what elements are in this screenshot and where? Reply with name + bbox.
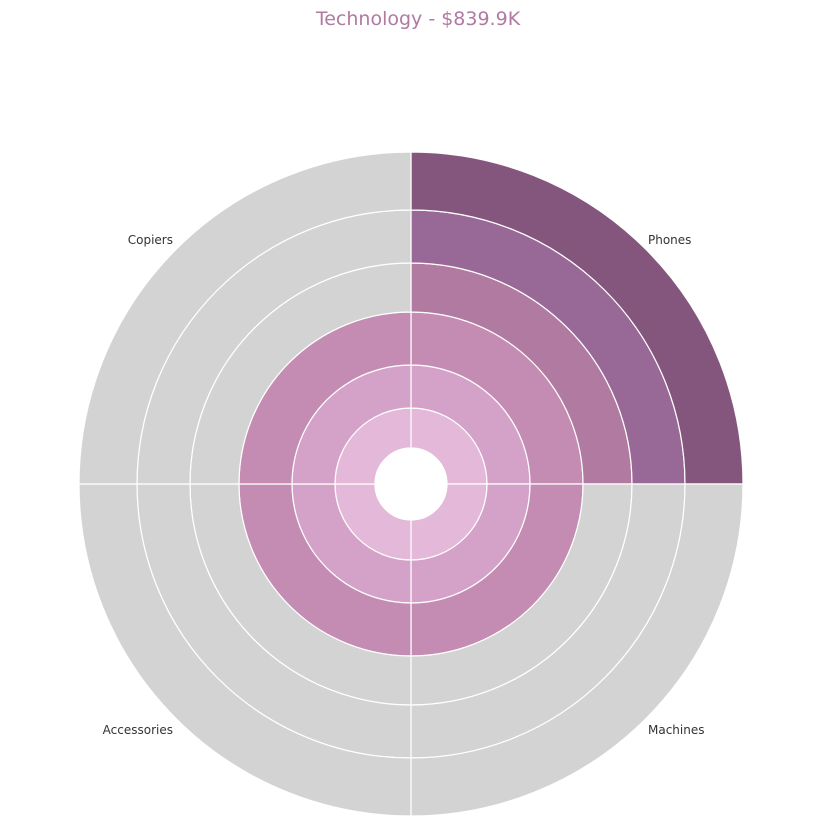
track-segment-copiers-6 (78, 151, 412, 485)
category-label-phones: Phones (648, 233, 691, 247)
chart-title: Technology - $839.9K (315, 8, 521, 30)
category-label-machines: Machines (648, 723, 704, 737)
segment-group (78, 151, 744, 817)
category-label-copiers: Copiers (128, 233, 173, 247)
category-label-accessories: Accessories (103, 723, 173, 737)
center-hole (375, 448, 447, 520)
label-group: Phones Machines Accessories Copiers (103, 233, 705, 737)
